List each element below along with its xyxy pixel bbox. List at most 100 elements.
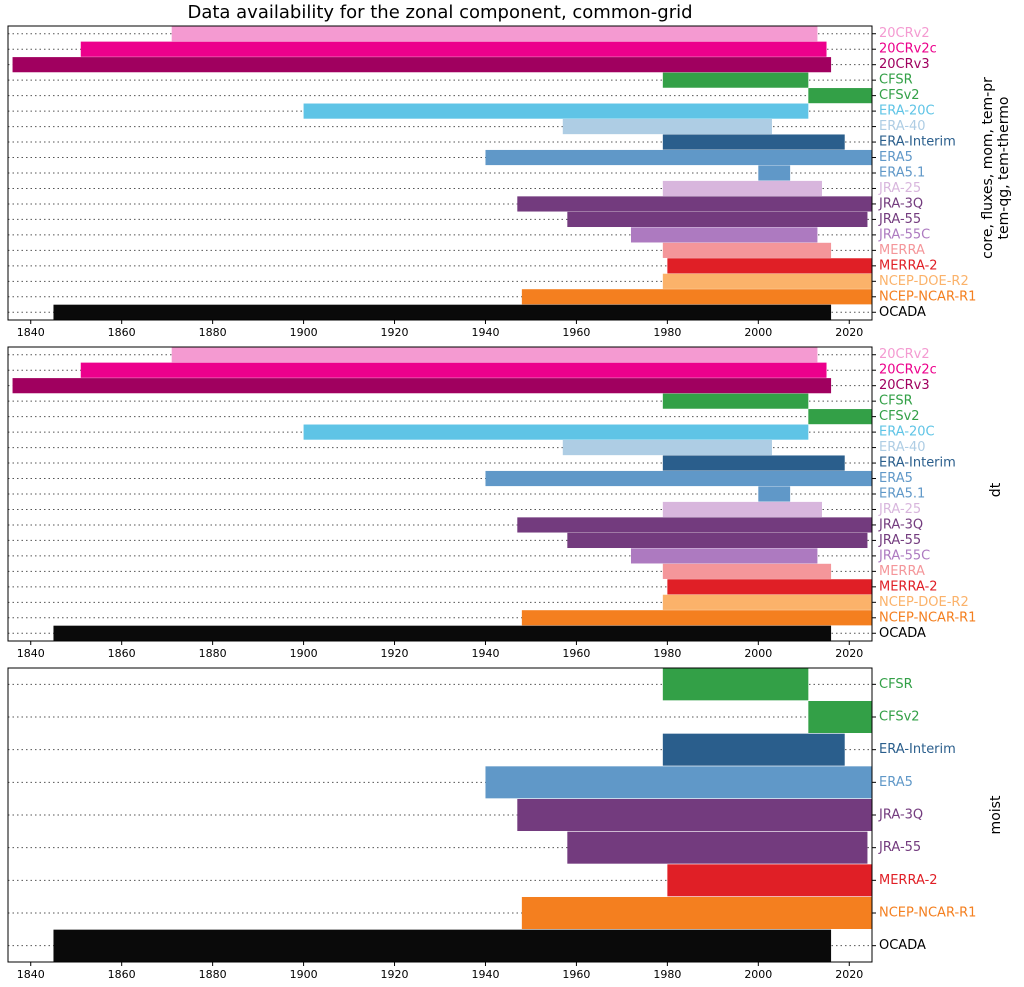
panel-1: 20CRv220CRv2c20CRv3CFSRCFSv2ERA-20CERA-4… bbox=[7, 25, 1012, 339]
panel-label: core, fluxes, mom, tem-prtem-qg, tem-the… bbox=[980, 77, 1012, 259]
dataset-label-ncep-ncar-r1: NCEP-NCAR-R1 bbox=[879, 906, 976, 921]
x-tick-label: 1900 bbox=[290, 647, 318, 660]
panel-label-line: moist bbox=[988, 795, 1004, 834]
bar-merra-2 bbox=[667, 258, 872, 274]
dataset-label-jra-25: JRA-25 bbox=[878, 502, 921, 517]
bar-20crv2c bbox=[80, 41, 827, 57]
dataset-label-ncep-doe-r2: NCEP-DOE-R2 bbox=[879, 274, 969, 289]
dataset-label-era-20c: ERA-20C bbox=[879, 104, 935, 119]
x-tick-label: 1900 bbox=[290, 968, 318, 981]
dataset-label-jra-55: JRA-55 bbox=[878, 840, 921, 855]
bar-cfsr bbox=[662, 393, 809, 409]
dataset-label-era-40: ERA-40 bbox=[879, 440, 926, 455]
bar-jra-25 bbox=[662, 180, 822, 197]
dataset-label-ocada: OCADA bbox=[879, 626, 926, 641]
x-tick-label: 1840 bbox=[17, 968, 45, 981]
bar-20crv3 bbox=[12, 378, 832, 394]
x-tick-label: 1880 bbox=[199, 647, 227, 660]
x-tick-label: 1980 bbox=[653, 647, 681, 660]
bar-jra-25 bbox=[662, 501, 822, 518]
dataset-label-jra-25: JRA-25 bbox=[878, 181, 921, 196]
panel-label-line: dt bbox=[988, 482, 1004, 497]
x-tick-label: 2020 bbox=[835, 326, 863, 339]
dataset-label-cfsr: CFSR bbox=[879, 73, 913, 88]
x-tick-label: 1840 bbox=[17, 647, 45, 660]
bar-jra-55c bbox=[630, 227, 818, 243]
x-tick-label: 2020 bbox=[835, 647, 863, 660]
dataset-label-jra-3q: JRA-3Q bbox=[878, 808, 923, 823]
x-tick-label: 1940 bbox=[471, 647, 499, 660]
panel-2: 20CRv220CRv2c20CRv3CFSRCFSv2ERA-20CERA-4… bbox=[7, 346, 1004, 660]
bar-era5 bbox=[485, 766, 872, 799]
bar-ncep-ncar-r1 bbox=[521, 610, 872, 626]
bar-merra bbox=[662, 563, 832, 579]
x-tick-label: 1960 bbox=[562, 326, 590, 339]
bar-jra-3q bbox=[517, 798, 872, 832]
bar-era-40 bbox=[562, 118, 772, 135]
bar-era5-1 bbox=[758, 486, 791, 502]
dataset-label-merra: MERRA bbox=[879, 243, 925, 258]
x-tick-label: 1940 bbox=[471, 968, 499, 981]
bar-jra-55 bbox=[567, 532, 868, 549]
dataset-label-cfsv2: CFSv2 bbox=[879, 710, 920, 725]
bar-ocada bbox=[53, 304, 832, 320]
x-tick-label: 1920 bbox=[381, 647, 409, 660]
dataset-label-jra-55c: JRA-55C bbox=[878, 227, 930, 242]
dataset-label-era-interim: ERA-Interim bbox=[879, 742, 956, 757]
dataset-label-20crv2: 20CRv2 bbox=[879, 347, 930, 362]
dataset-label-jra-55: JRA-55 bbox=[878, 533, 921, 548]
x-tick-label: 1840 bbox=[17, 326, 45, 339]
bar-era-interim bbox=[662, 134, 845, 150]
panel-label: moist bbox=[988, 795, 1004, 834]
dataset-label-era5: ERA5 bbox=[879, 775, 913, 790]
x-tick-label: 1880 bbox=[199, 968, 227, 981]
x-tick-label: 1940 bbox=[471, 326, 499, 339]
dataset-label-merra-2: MERRA-2 bbox=[879, 579, 938, 594]
bar-merra bbox=[662, 242, 832, 258]
bar-ncep-doe-r2 bbox=[662, 594, 872, 610]
bar-ocada bbox=[53, 625, 832, 641]
x-tick-label: 2000 bbox=[744, 647, 772, 660]
x-tick-label: 1860 bbox=[108, 968, 136, 981]
dataset-label-20crv2c: 20CRv2c bbox=[879, 363, 937, 378]
bar-ocada bbox=[53, 929, 832, 962]
dataset-label-cfsr: CFSR bbox=[879, 677, 913, 692]
dataset-label-cfsr: CFSR bbox=[879, 394, 913, 409]
bar-cfsv2 bbox=[808, 700, 872, 734]
panel-label: dt bbox=[988, 482, 1004, 497]
dataset-label-merra-2: MERRA-2 bbox=[879, 873, 938, 888]
bar-jra-55 bbox=[567, 831, 868, 864]
bar-cfsr bbox=[662, 72, 809, 88]
dataset-label-cfsv2: CFSv2 bbox=[879, 88, 920, 103]
dataset-label-merra-2: MERRA-2 bbox=[879, 258, 938, 273]
bar-jra-3q bbox=[517, 196, 872, 212]
bar-jra-55c bbox=[630, 548, 818, 564]
dataset-label-era-interim: ERA-Interim bbox=[879, 456, 956, 471]
bar-era-40 bbox=[562, 439, 772, 456]
x-tick-label: 2000 bbox=[744, 968, 772, 981]
bar-cfsv2 bbox=[808, 88, 872, 104]
dataset-label-ncep-doe-r2: NCEP-DOE-R2 bbox=[879, 595, 969, 610]
dataset-label-era-20c: ERA-20C bbox=[879, 425, 935, 440]
bar-merra-2 bbox=[667, 864, 872, 897]
dataset-label-ocada: OCADA bbox=[879, 305, 926, 320]
panel-3: CFSR CFSv2 ERA-Interim ERA5 JRA-3Q JRA-55 MERR… bbox=[7, 667, 1004, 981]
bar-cfsv2 bbox=[808, 409, 872, 425]
bar-era5 bbox=[485, 149, 872, 166]
bar-20crv2c bbox=[80, 362, 827, 378]
x-tick-label: 1860 bbox=[108, 326, 136, 339]
dataset-label-era-interim: ERA-Interim bbox=[879, 135, 956, 150]
dataset-label-jra-3q: JRA-3Q bbox=[878, 196, 923, 211]
bar-ncep-ncar-r1 bbox=[521, 289, 872, 305]
panel-label-line: tem-qg, tem-thermo bbox=[996, 97, 1012, 240]
bar-ncep-doe-r2 bbox=[662, 273, 872, 289]
bar-era5-1 bbox=[758, 165, 791, 181]
bar-era-20c bbox=[303, 103, 809, 119]
dataset-label-era5-1: ERA5.1 bbox=[879, 487, 925, 502]
bar-20crv2 bbox=[171, 347, 818, 363]
x-tick-label: 1900 bbox=[290, 326, 318, 339]
bar-jra-3q bbox=[517, 517, 872, 533]
bar-ncep-ncar-r1 bbox=[521, 896, 872, 930]
x-tick-label: 1960 bbox=[562, 968, 590, 981]
